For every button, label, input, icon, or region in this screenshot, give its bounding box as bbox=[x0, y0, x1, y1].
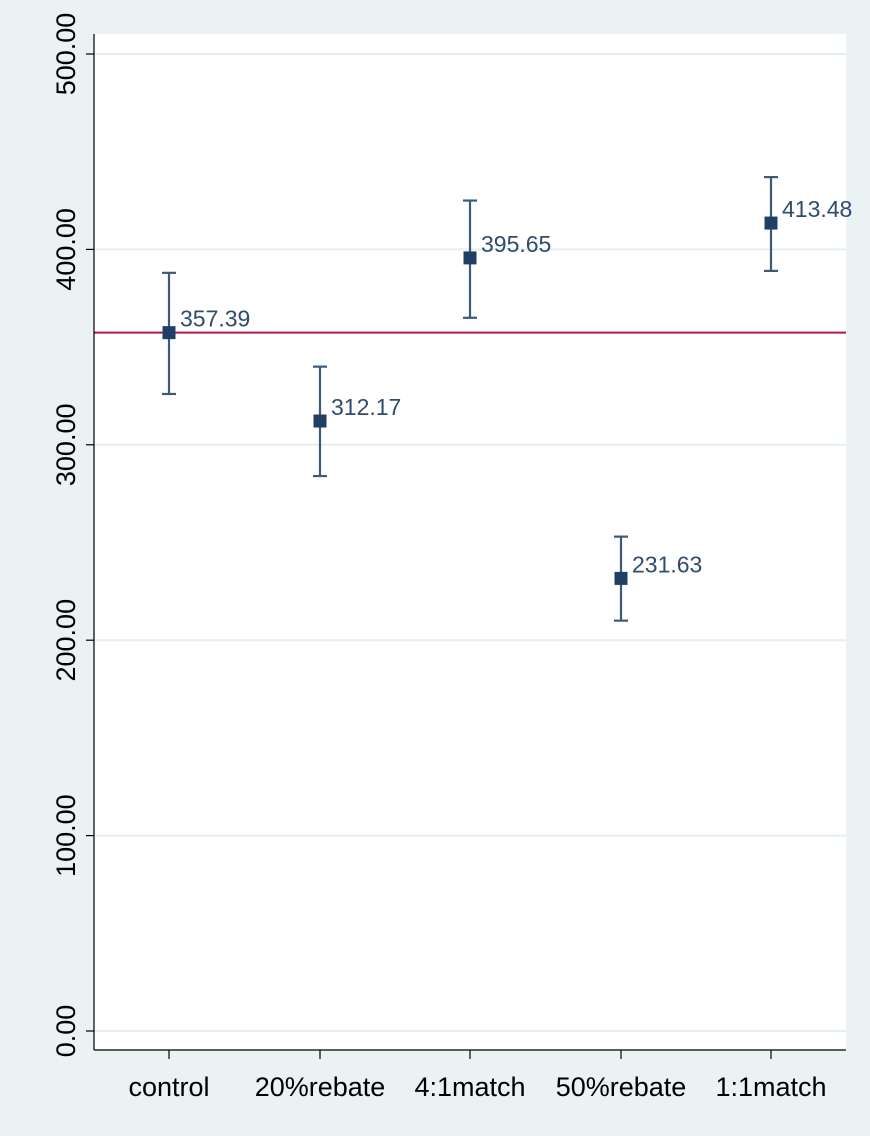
data-label: 231.63 bbox=[632, 551, 702, 577]
series-points: 357.39 312.17 395.65 231.63 413.48 bbox=[162, 176, 852, 622]
data-point-marker bbox=[162, 326, 176, 340]
data-point-marker bbox=[313, 414, 327, 428]
y-tick-label: 100.00 bbox=[51, 794, 81, 877]
y-ticks: 0.00 100.00 200.00 300.00 400.00 500.00 bbox=[51, 13, 94, 1058]
data-point-marker bbox=[463, 251, 477, 265]
data-point-marker bbox=[764, 216, 778, 230]
y-tick-label: 500.00 bbox=[51, 13, 81, 96]
y-tick-label: 200.00 bbox=[51, 599, 81, 682]
x-tick-label: 50%rebate bbox=[556, 1072, 687, 1102]
x-tick-label: control bbox=[128, 1072, 209, 1102]
data-label: 312.17 bbox=[331, 394, 401, 420]
x-ticks: control 20%rebate 4:1match 50%rebate 1:1matc… bbox=[128, 1050, 827, 1102]
data-label: 413.48 bbox=[782, 196, 852, 222]
x-tick-label: 20%rebate bbox=[255, 1072, 386, 1102]
data-point-marker bbox=[614, 571, 628, 585]
x-tick-label: 4:1match bbox=[414, 1072, 525, 1102]
y-tick-label: 0.00 bbox=[51, 1005, 81, 1058]
data-label: 395.65 bbox=[481, 231, 551, 257]
data-label: 357.39 bbox=[180, 306, 250, 332]
grid-lines bbox=[94, 53, 846, 1032]
y-tick-label: 300.00 bbox=[51, 404, 81, 487]
y-tick-label: 400.00 bbox=[51, 208, 81, 291]
plot-area bbox=[94, 34, 846, 1050]
x-tick-label: 1:1match bbox=[715, 1072, 826, 1102]
